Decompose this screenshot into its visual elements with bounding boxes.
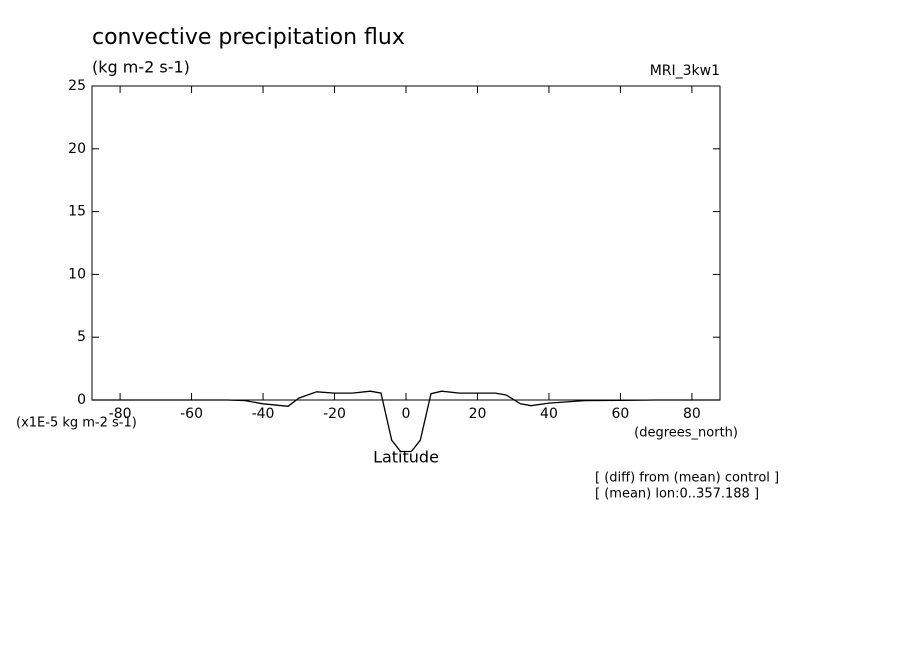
x-tick-label: -80: [109, 406, 132, 422]
chart-subtitle: (kg m-2 s-1): [92, 58, 190, 77]
y-tick-label: 5: [77, 329, 86, 345]
x-tick-label: 40: [540, 406, 558, 422]
x-tick-label: -20: [323, 406, 346, 422]
note: [ (mean) lon:0..357.188 ]: [595, 487, 759, 502]
data-line: [92, 390, 720, 453]
x-tick-label: 0: [402, 406, 411, 422]
chart-title: convective precipitation flux: [92, 25, 405, 50]
y-axis-label: (x1E-5 kg m-2 s-1): [16, 416, 137, 431]
y-tick-label: 0: [77, 392, 86, 408]
note: [ (diff) from (mean) control ]: [595, 471, 779, 486]
x-axis-unit: (degrees_north): [634, 426, 738, 441]
plot-frame: [91, 85, 721, 401]
y-tick-label: 20: [68, 141, 86, 157]
x-tick-label: -60: [180, 406, 203, 422]
y-tick-label: 10: [68, 266, 86, 282]
x-tick-label: -40: [252, 406, 275, 422]
x-axis-label: Latitude: [373, 448, 439, 467]
x-tick-label: 80: [683, 406, 701, 422]
x-tick-label: 20: [469, 406, 487, 422]
x-tick-label: 60: [612, 406, 630, 422]
model-label: MRI_3kw1: [650, 63, 720, 79]
y-tick-label: 15: [68, 204, 86, 220]
y-tick-label: 25: [68, 78, 86, 94]
